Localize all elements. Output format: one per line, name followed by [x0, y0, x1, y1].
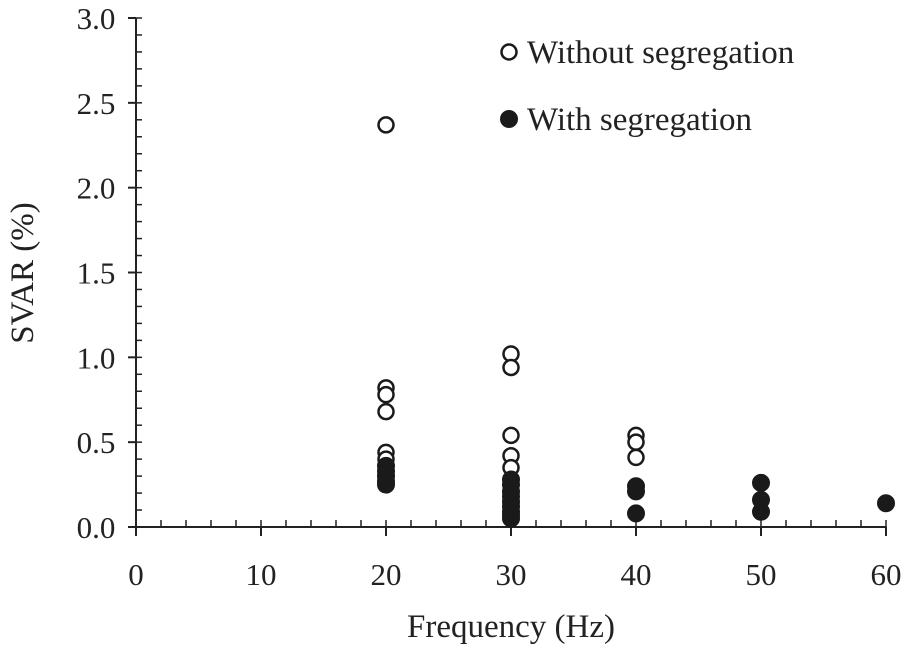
- x-tick-label: 30: [496, 557, 527, 592]
- point-with-segregation: [752, 502, 770, 521]
- legend-label: Without segregation: [527, 35, 794, 71]
- legend: Without segregation With segregation: [500, 35, 794, 138]
- point-with-segregation: [627, 482, 645, 501]
- y-tick-label: 0.5: [77, 425, 116, 460]
- legend-label: With segregation: [527, 102, 752, 138]
- y-tick-label: 1.5: [77, 256, 116, 291]
- data-points: [377, 116, 895, 528]
- point-without-segregation: [377, 116, 395, 134]
- legend-marker-filled: [500, 110, 518, 128]
- ticks: 0.0 0.5 1.0 1.5 2.0 2.5 3.0 0 10 20 30 40 50 60: [77, 1, 902, 592]
- point-without-segregation: [377, 385, 395, 404]
- point-without-segregation: [502, 358, 520, 377]
- x-tick-label: 20: [371, 557, 402, 592]
- point-with-segregation: [377, 475, 395, 494]
- point-without-segregation: [502, 426, 520, 445]
- point-without-segregation: [377, 402, 395, 421]
- y-tick-label: 2.0: [77, 171, 116, 206]
- y-tick-label: 0.0: [77, 510, 116, 545]
- x-tick-label: 10: [246, 557, 277, 592]
- legend-marker-hollow: [500, 43, 518, 61]
- point-with-segregation: [752, 473, 770, 492]
- y-tick-label: 2.5: [77, 86, 116, 121]
- x-tick-label: 40: [621, 557, 652, 592]
- y-axis-label: SVAR (%): [5, 202, 41, 344]
- x-tick-label: 60: [871, 557, 902, 592]
- point-without-segregation: [627, 433, 645, 451]
- x-axis-label: Frequency (Hz): [407, 609, 615, 645]
- y-tick-label: 3.0: [77, 1, 116, 36]
- point-with-segregation: [502, 509, 520, 528]
- x-tick-label: 0: [128, 557, 144, 592]
- point-with-segregation: [627, 504, 645, 523]
- y-tick-label: 1.0: [77, 340, 116, 375]
- x-tick-label: 50: [746, 557, 777, 592]
- point-with-segregation: [877, 494, 895, 513]
- point-without-segregation: [627, 448, 645, 467]
